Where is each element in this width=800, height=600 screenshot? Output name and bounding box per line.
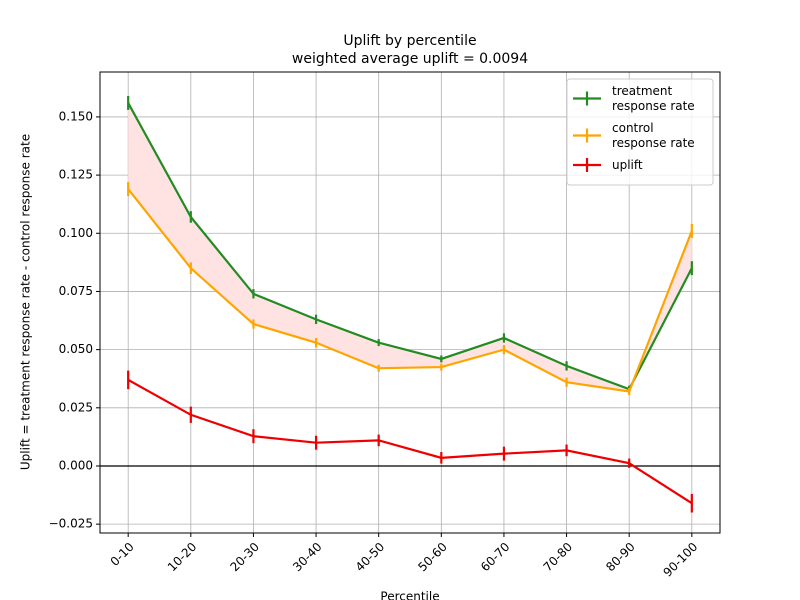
x-axis-label: Percentile: [380, 590, 439, 600]
y-tick-label: 0.075: [59, 284, 93, 298]
y-tick-label: 0.025: [59, 400, 93, 414]
y-tick-label: 0.050: [59, 342, 93, 356]
series-line: [127, 102, 693, 391]
y-tick-label: 0.150: [59, 109, 93, 123]
legend-label: uplift: [612, 158, 643, 172]
y-tick-label: 0.000: [59, 458, 93, 472]
y-tick-label: 0.125: [59, 168, 93, 182]
legend-label: treatment response rate: [612, 84, 695, 113]
y-axis-label: Uplift = treatment response rate - contr…: [19, 134, 33, 470]
chart-title: Uplift by percentile: [343, 33, 476, 49]
chart-subtitle: weighted average uplift = 0.0094: [292, 51, 528, 67]
fill-between: [128, 102, 692, 392]
legend-box: [566, 78, 714, 186]
series-line: [127, 188, 693, 393]
y-tick-label: −0.025: [49, 517, 93, 531]
plot-frame: [99, 71, 721, 534]
series-line: [127, 378, 693, 505]
y-tick-label: 0.100: [59, 226, 93, 240]
legend-label: control response rate: [612, 121, 695, 150]
